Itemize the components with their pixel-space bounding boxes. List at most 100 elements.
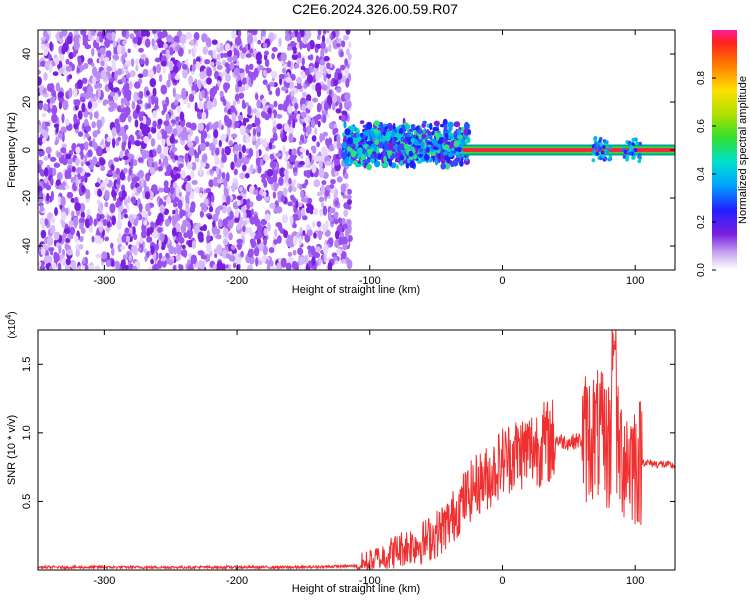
spectrogram-cell	[306, 197, 313, 204]
spectrogram-cell	[334, 189, 339, 196]
spectrogram-cell	[365, 121, 373, 130]
spectrogram-cell	[165, 113, 170, 122]
spectrogram-cell	[170, 149, 175, 160]
spectrogram-cell	[273, 100, 278, 108]
y-tick-label: -20	[21, 190, 33, 206]
spectrogram-cell	[254, 117, 261, 127]
spectrogram-cell	[291, 53, 299, 60]
spectrogram-cell	[233, 100, 236, 107]
spectrogram-cell	[292, 213, 299, 221]
spectrogram-cell	[256, 131, 261, 137]
spectrogram-cell	[256, 237, 261, 245]
spectrogram-cell	[74, 202, 81, 212]
spectrogram-cell	[175, 236, 179, 242]
spectrogram-cell	[101, 251, 108, 260]
spectrogram-cell	[190, 190, 195, 200]
spectrogram-cell	[228, 232, 233, 241]
spectrogram-cell	[433, 139, 438, 146]
spectrogram-cell	[164, 171, 169, 176]
spectrogram-cell	[198, 101, 203, 110]
spectrogram-cell	[287, 251, 293, 257]
spectrogram-cell	[291, 222, 297, 229]
spectrogram-cell	[89, 216, 93, 226]
spectrogram-cell	[409, 160, 416, 169]
spectrogram-cell	[331, 252, 338, 258]
spectrogram-cell	[404, 134, 411, 138]
spectrogram-cell	[324, 220, 329, 230]
spectrogram-cell	[79, 96, 86, 103]
spectrogram-cell	[207, 215, 213, 220]
spectrogram-cell	[89, 225, 94, 233]
spectrogram-cell	[467, 129, 471, 135]
spectrogram-cell	[134, 119, 139, 128]
spectrogram-cell	[337, 217, 343, 224]
spectrogram-cell	[91, 121, 96, 129]
spectrogram-cell	[307, 245, 312, 250]
spectrogram-cell	[175, 254, 181, 262]
spectrogram-cell	[115, 167, 120, 175]
spectrogram-cell	[87, 101, 93, 109]
spectrogram-cell	[300, 71, 307, 79]
spectrogram-cell	[119, 45, 126, 55]
spectrogram-cell	[387, 150, 393, 157]
spectrogram-cell	[40, 248, 46, 256]
spectrogram-cell	[129, 215, 135, 224]
spectrogram-cell	[194, 102, 198, 112]
spectrogram-cell	[214, 147, 220, 156]
spectrogram-cell	[296, 84, 303, 90]
spectrogram-cell	[186, 161, 193, 170]
spectrogram-cell	[132, 226, 136, 236]
spectrogram-cell	[199, 71, 206, 80]
spectrogram-cell	[296, 77, 302, 84]
spectrogram-cell	[94, 265, 101, 270]
spectrogram-cell	[180, 264, 184, 270]
spectrogram-cell	[383, 141, 389, 148]
spectrogram-cell	[133, 233, 138, 241]
spectrogram-cell	[180, 170, 186, 179]
spectrogram-cell	[635, 141, 639, 146]
spectrogram-cell	[166, 196, 172, 205]
spectrogram-cell	[292, 235, 298, 246]
spectrogram-cell	[285, 77, 292, 83]
spectrogram-cell	[600, 151, 605, 155]
spectrogram-cell	[158, 238, 162, 249]
spectrogram-cell	[282, 145, 286, 155]
spectrogram-cell	[429, 157, 432, 162]
spectrogram-cell	[214, 253, 218, 258]
spectrogram-cell	[336, 42, 341, 48]
spectrogram-cell	[235, 158, 242, 168]
spectrogram-cell	[65, 153, 72, 160]
spectrogram-cell	[156, 131, 162, 141]
spectrogram-cell	[172, 181, 178, 189]
spectrogram-cell	[112, 54, 120, 61]
spectrogram-cell	[198, 124, 202, 131]
spectrogram-cell	[57, 196, 62, 206]
spectrogram-cell	[51, 104, 58, 115]
spectrogram-cell	[398, 127, 404, 135]
spectrogram-cell	[68, 74, 73, 80]
spectrogram-cell	[161, 30, 168, 38]
spectrogram-cell	[346, 137, 354, 145]
spectrogram-cell	[118, 211, 122, 222]
spectrogram-cell	[257, 260, 263, 266]
spectrogram-cell	[440, 159, 446, 164]
spectrogram-cell	[389, 124, 393, 132]
spectrogram-cell	[143, 135, 150, 144]
spectrogram-cell	[299, 183, 303, 191]
spectrogram-cell	[201, 255, 208, 260]
spectrogram-cell	[40, 43, 45, 51]
spectrogram-cell	[138, 203, 143, 212]
spectrogram-cell	[233, 47, 237, 53]
spectrogram-cell	[427, 141, 433, 145]
spectrogram-cell	[212, 66, 217, 72]
snr-panel: -300 -200 -100 0 100 0.5 1.0 1.5 Height of str…	[4, 311, 676, 595]
spectrogram-cell	[264, 58, 270, 68]
spectrogram-cell	[299, 147, 306, 153]
spectrogram-cell	[197, 79, 202, 90]
spectrogram-cell	[249, 201, 254, 208]
spectrogram-cell	[227, 55, 233, 63]
spectrogram-cell	[179, 111, 185, 122]
spectrogram-cell	[174, 65, 179, 74]
spectrogram-cell	[326, 72, 332, 79]
spectrogram-cell	[136, 134, 141, 140]
